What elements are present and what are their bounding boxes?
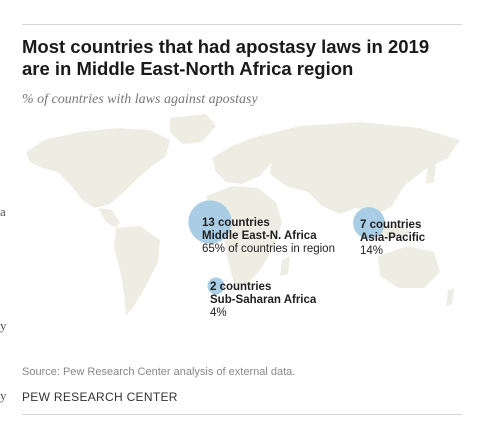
bubble-region-label: Asia-Pacific [360,232,426,244]
org-name: PEW RESEARCH CENTER [22,390,178,404]
bubble-count-label: 2 countries [210,281,271,293]
edge-glyph: a [0,204,6,219]
bubble-middle-east-n-africa [188,200,232,244]
bubble-region-label: Middle East-N. Africa [202,230,317,242]
bubble-asia-pacific [353,207,385,239]
bubble-note-label: 14% [360,245,383,257]
top-rule [22,24,462,25]
bubble-count-label: 7 countries [360,219,421,231]
bubble-region-label: Sub-Saharan Africa [210,294,317,306]
edge-glyph: y [0,388,7,403]
source-note: Source: Pew Research Center analysis of … [22,366,296,378]
bubble-note-label: 4% [210,307,227,319]
chart-subtitle: % of countries with laws against apostas… [22,92,258,107]
bubble-sub-saharan-africa [207,277,225,295]
bubble-count-label: 13 countries [202,217,270,229]
world-landmass [26,114,460,316]
chart-title: Most countries that had apostasy laws in… [22,36,430,79]
edge-glyph: y [0,318,7,333]
bubble-note-label: 65% of countries in region [202,243,335,255]
bottom-rule [22,414,462,415]
